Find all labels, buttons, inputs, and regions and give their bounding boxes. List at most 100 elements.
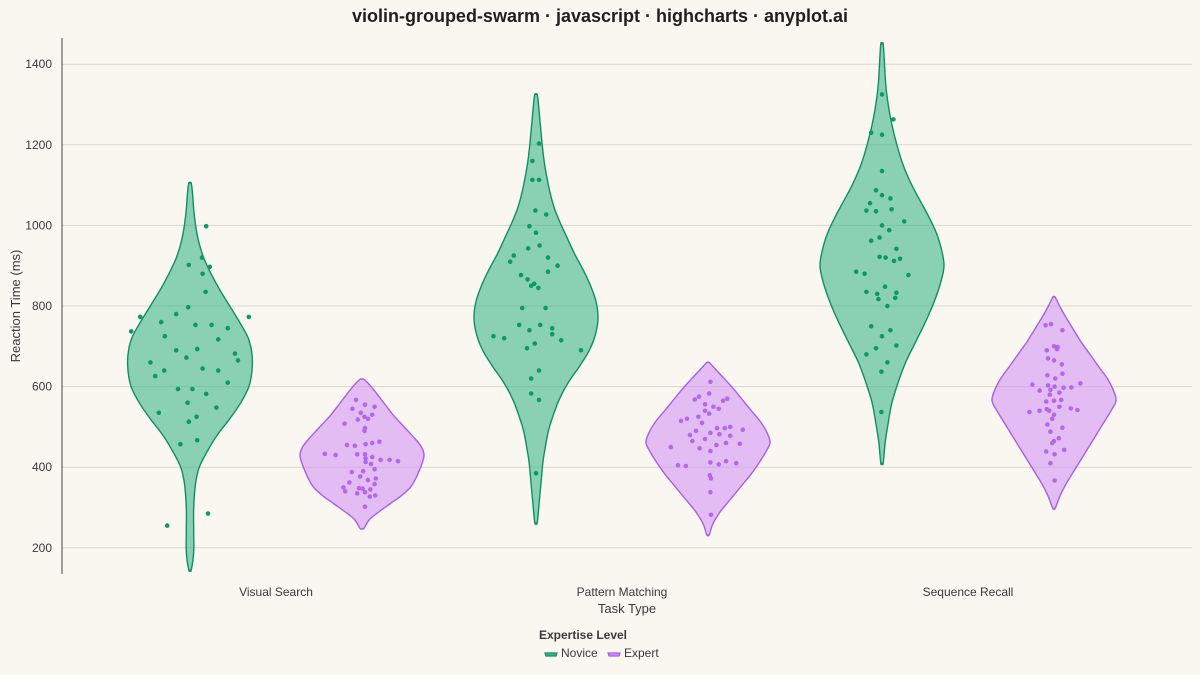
swarm-point-novice[interactable] bbox=[533, 208, 538, 213]
swarm-point-expert[interactable] bbox=[367, 494, 373, 499]
swarm-point-novice[interactable] bbox=[158, 319, 164, 325]
swarm-point-novice[interactable] bbox=[894, 290, 899, 296]
swarm-point-novice[interactable] bbox=[879, 92, 885, 97]
swarm-point-expert[interactable] bbox=[368, 461, 374, 467]
swarm-point-expert[interactable] bbox=[1078, 381, 1083, 386]
swarm-point-novice[interactable] bbox=[207, 264, 213, 270]
swarm-point-novice[interactable] bbox=[175, 386, 181, 392]
swarm-point-expert[interactable] bbox=[702, 408, 708, 414]
swarm-point-expert[interactable] bbox=[349, 469, 355, 475]
swarm-point-novice[interactable] bbox=[873, 346, 879, 351]
swarm-point-novice[interactable] bbox=[200, 366, 205, 371]
swarm-point-novice[interactable] bbox=[877, 254, 882, 260]
legend-item-expert[interactable]: Expert bbox=[607, 646, 659, 660]
swarm-point-expert[interactable] bbox=[354, 452, 360, 457]
swarm-point-expert[interactable] bbox=[1045, 373, 1050, 378]
swarm-point-novice[interactable] bbox=[864, 289, 869, 295]
swarm-point-expert[interactable] bbox=[372, 466, 377, 472]
swarm-point-novice[interactable] bbox=[530, 158, 535, 164]
swarm-point-novice[interactable] bbox=[853, 269, 859, 275]
swarm-point-novice[interactable] bbox=[152, 373, 158, 379]
swarm-point-expert[interactable] bbox=[362, 402, 368, 408]
swarm-point-expert[interactable] bbox=[362, 428, 367, 434]
swarm-point-expert[interactable] bbox=[1051, 358, 1057, 363]
swarm-point-expert[interactable] bbox=[1051, 412, 1057, 418]
swarm-point-expert[interactable] bbox=[1043, 399, 1049, 404]
swarm-point-novice[interactable] bbox=[549, 331, 555, 337]
swarm-point-novice[interactable] bbox=[518, 272, 524, 278]
swarm-point-expert[interactable] bbox=[1030, 382, 1035, 387]
swarm-point-novice[interactable] bbox=[889, 207, 894, 212]
swarm-point-expert[interactable] bbox=[1051, 344, 1057, 349]
swarm-point-expert[interactable] bbox=[377, 439, 382, 445]
swarm-point-expert[interactable] bbox=[1060, 371, 1065, 377]
swarm-point-novice[interactable] bbox=[888, 327, 893, 333]
swarm-point-novice[interactable] bbox=[892, 295, 898, 301]
swarm-point-novice[interactable] bbox=[879, 333, 885, 339]
swarm-point-novice[interactable] bbox=[528, 376, 534, 381]
swarm-point-novice[interactable] bbox=[164, 523, 170, 528]
swarm-point-expert[interactable] bbox=[362, 489, 368, 495]
swarm-point-expert[interactable] bbox=[1049, 440, 1055, 446]
swarm-point-novice[interactable] bbox=[178, 441, 183, 447]
swarm-point-expert[interactable] bbox=[714, 442, 719, 448]
swarm-point-novice[interactable] bbox=[891, 117, 896, 122]
swarm-point-novice[interactable] bbox=[868, 130, 874, 135]
swarm-point-expert[interactable] bbox=[708, 460, 713, 465]
swarm-point-expert[interactable] bbox=[1052, 376, 1058, 381]
swarm-point-expert[interactable] bbox=[1046, 408, 1052, 414]
swarm-point-novice[interactable] bbox=[879, 192, 885, 198]
swarm-point-novice[interactable] bbox=[161, 368, 167, 373]
swarm-point-novice[interactable] bbox=[511, 253, 517, 258]
swarm-point-expert[interactable] bbox=[706, 411, 712, 416]
swarm-point-novice[interactable] bbox=[225, 325, 231, 331]
swarm-point-expert[interactable] bbox=[1049, 416, 1055, 422]
swarm-point-expert[interactable] bbox=[727, 433, 733, 439]
swarm-point-expert[interactable] bbox=[322, 451, 328, 457]
swarm-point-novice[interactable] bbox=[536, 368, 542, 373]
swarm-point-expert[interactable] bbox=[690, 438, 695, 444]
swarm-point-expert[interactable] bbox=[395, 458, 401, 464]
swarm-point-expert[interactable] bbox=[678, 418, 684, 424]
swarm-point-novice[interactable] bbox=[537, 322, 543, 328]
swarm-point-novice[interactable] bbox=[491, 333, 496, 339]
swarm-point-expert[interactable] bbox=[363, 441, 368, 447]
swarm-point-expert[interactable] bbox=[1052, 384, 1057, 389]
swarm-point-expert[interactable] bbox=[354, 491, 360, 496]
swarm-point-expert[interactable] bbox=[1037, 388, 1042, 393]
swarm-point-novice[interactable] bbox=[864, 352, 869, 357]
swarm-point-novice[interactable] bbox=[873, 209, 879, 214]
swarm-point-novice[interactable] bbox=[528, 391, 534, 396]
violin-expert[interactable] bbox=[299, 378, 425, 530]
swarm-point-novice[interactable] bbox=[184, 355, 189, 360]
swarm-point-novice[interactable] bbox=[545, 269, 551, 275]
swarm-point-novice[interactable] bbox=[214, 405, 219, 410]
swarm-point-novice[interactable] bbox=[862, 271, 867, 277]
swarm-point-expert[interactable] bbox=[369, 412, 375, 418]
swarm-point-expert[interactable] bbox=[373, 476, 379, 481]
swarm-point-novice[interactable] bbox=[894, 343, 899, 348]
violin-novice[interactable] bbox=[126, 181, 254, 573]
swarm-point-expert[interactable] bbox=[708, 512, 714, 518]
swarm-point-expert[interactable] bbox=[1027, 409, 1032, 415]
swarm-point-expert[interactable] bbox=[714, 425, 720, 431]
swarm-point-expert[interactable] bbox=[1045, 356, 1051, 361]
swarm-point-expert[interactable] bbox=[369, 454, 375, 460]
swarm-point-expert[interactable] bbox=[357, 474, 363, 479]
swarm-point-expert[interactable] bbox=[344, 442, 350, 448]
swarm-point-expert[interactable] bbox=[1048, 321, 1054, 327]
swarm-point-expert[interactable] bbox=[1052, 452, 1057, 457]
swarm-point-expert[interactable] bbox=[1052, 478, 1057, 483]
swarm-point-expert[interactable] bbox=[716, 462, 722, 467]
swarm-point-expert[interactable] bbox=[1056, 435, 1062, 441]
swarm-point-expert[interactable] bbox=[702, 436, 708, 442]
swarm-point-expert[interactable] bbox=[1068, 406, 1074, 411]
violin-novice[interactable] bbox=[473, 92, 599, 525]
swarm-point-novice[interactable] bbox=[533, 470, 539, 476]
swarm-point-expert[interactable] bbox=[722, 425, 728, 431]
swarm-point-expert[interactable] bbox=[387, 457, 392, 463]
swarm-point-novice[interactable] bbox=[246, 314, 252, 320]
swarm-point-expert[interactable] bbox=[708, 430, 713, 436]
swarm-point-expert[interactable] bbox=[350, 406, 355, 412]
swarm-point-expert[interactable] bbox=[368, 487, 373, 492]
